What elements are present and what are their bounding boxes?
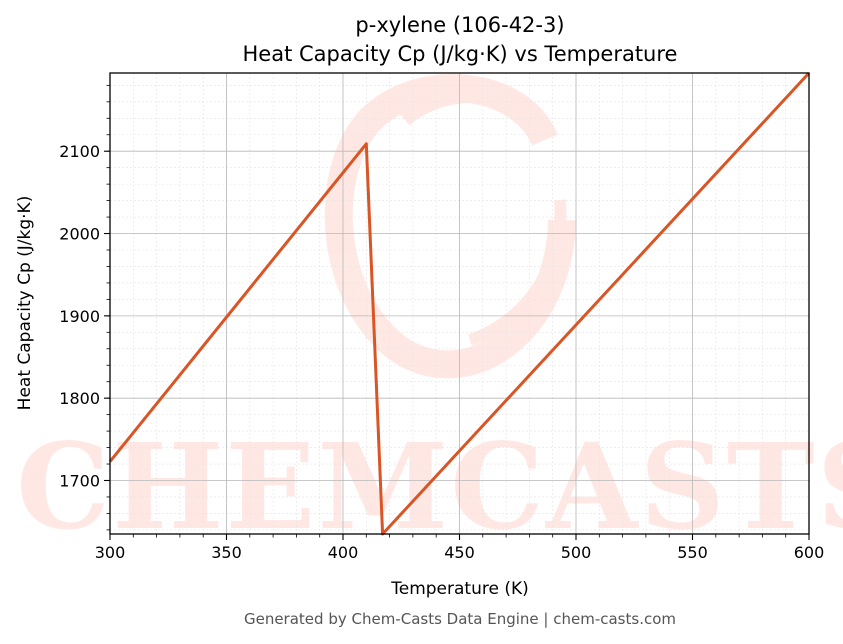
y-tick-label: 2100: [59, 142, 100, 161]
x-tick-label: 450: [444, 543, 475, 562]
x-tick-label: 300: [95, 543, 126, 562]
footer-credit: Generated by Chem-Casts Data Engine | ch…: [244, 610, 676, 628]
chart-title-line2: Heat Capacity Cp (J/kg·K) vs Temperature: [243, 42, 678, 66]
x-tick-label: 550: [677, 543, 708, 562]
x-tick-label: 400: [328, 543, 359, 562]
watermark-swirl-icon: [324, 74, 576, 379]
watermark-text: CHEMCASTS: [16, 417, 843, 556]
x-tick-label: 350: [211, 543, 242, 562]
tick-labels: 300 350 400 450 500 550 600 1700 1800 1900 2000 210…: [59, 142, 824, 562]
x-axis-label: Temperature (K): [390, 579, 529, 599]
y-tick-label: 2000: [59, 225, 100, 244]
cp-series-line: [108, 71, 811, 536]
x-tick-label: 600: [794, 543, 825, 562]
chart-title-line1: p-xylene (106-42-3): [355, 13, 564, 37]
x-tick-label: 500: [561, 543, 592, 562]
y-tick-label: 1900: [59, 307, 100, 326]
plot-lines: [108, 71, 811, 536]
y-tick-label: 1800: [59, 389, 100, 408]
chemcasts-watermark: CHEMCASTS: [16, 74, 843, 556]
ticks: [104, 84, 810, 540]
grid: [109, 73, 810, 534]
y-tick-label: 1700: [59, 471, 100, 490]
y-axis-label: Heat Capacity Cp (J/kg·K): [15, 196, 35, 411]
